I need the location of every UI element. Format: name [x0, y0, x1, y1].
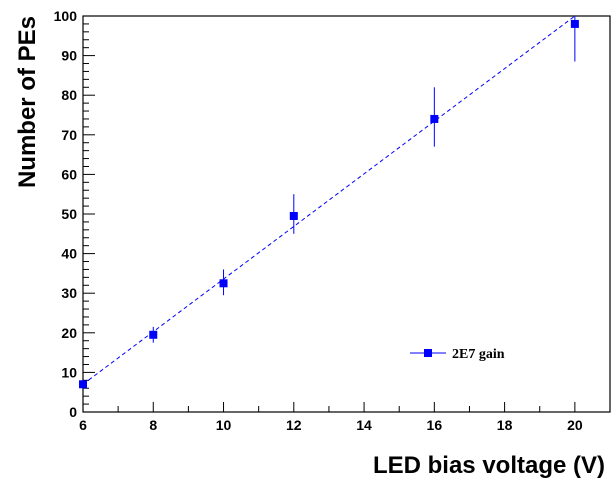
- data-point: [570, 19, 579, 28]
- x-tick-label-14: 14: [356, 417, 372, 433]
- y-tick-label-90: 90: [61, 48, 77, 64]
- legend-marker: [424, 349, 432, 357]
- y-tick-label-100: 100: [54, 8, 78, 24]
- plot-frame: [82, 15, 611, 413]
- ticks-layer: 6 8 10 12 14 16 18 20 0 10 20 30 40 50 60 70 80 90 100: [54, 8, 583, 433]
- data-point: [289, 211, 298, 220]
- y-tick-label-70: 70: [61, 127, 77, 143]
- legend: 2E7 gain: [410, 347, 505, 362]
- x-tick-label-6: 6: [79, 417, 87, 433]
- y-axis-label: Number of PEs: [14, 16, 41, 188]
- x-tick-label-18: 18: [497, 417, 513, 433]
- data-point: [430, 114, 439, 123]
- x-tick-label-8: 8: [149, 417, 157, 433]
- x-tick-label-20: 20: [567, 417, 583, 433]
- fit-line: [82, 15, 576, 385]
- legend-label: 2E7 gain: [452, 347, 505, 362]
- y-tick-label-50: 50: [61, 206, 77, 222]
- y-tick-label-60: 60: [61, 166, 77, 182]
- y-tick-label-30: 30: [61, 285, 77, 301]
- data-layer: [79, 16, 579, 389]
- data-point: [149, 330, 158, 339]
- x-tick-label-10: 10: [216, 417, 232, 433]
- y-tick-label-80: 80: [61, 87, 77, 103]
- x-tick-label-16: 16: [427, 417, 443, 433]
- y-tick-label-10: 10: [61, 364, 77, 380]
- y-tick-label-40: 40: [61, 246, 77, 262]
- data-point: [79, 380, 87, 389]
- fit-layer: [82, 15, 576, 385]
- x-axis-label: LED bias voltage (V): [373, 452, 605, 479]
- y-tick-label-20: 20: [61, 325, 77, 341]
- data-point: [219, 279, 228, 288]
- x-tick-label-12: 12: [286, 417, 302, 433]
- y-tick-label-0: 0: [69, 404, 77, 420]
